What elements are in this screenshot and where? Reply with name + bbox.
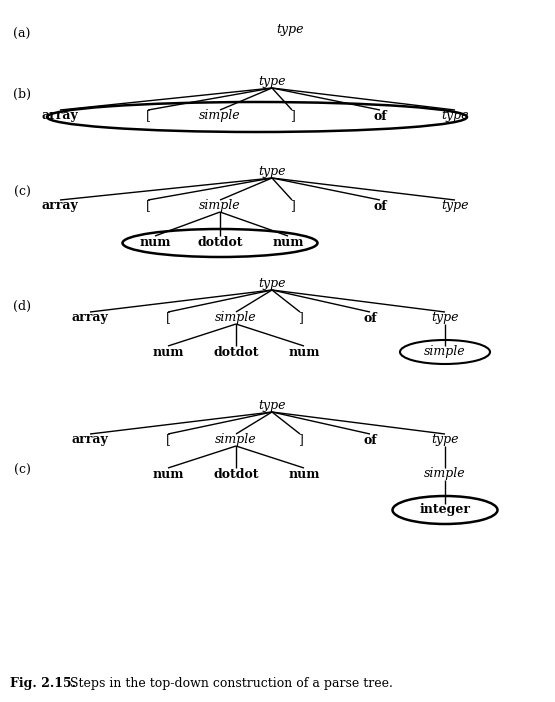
Text: (d): (d) bbox=[13, 300, 31, 312]
Text: simple: simple bbox=[215, 312, 257, 324]
Text: type: type bbox=[258, 277, 286, 291]
Text: type: type bbox=[258, 166, 286, 178]
Text: type: type bbox=[258, 76, 286, 88]
Text: of: of bbox=[363, 312, 377, 324]
Text: (a): (a) bbox=[13, 27, 31, 41]
Text: simple: simple bbox=[199, 110, 241, 123]
Text: ]: ] bbox=[290, 110, 295, 123]
Text: array: array bbox=[42, 110, 78, 123]
Text: Steps in the top-down construction of a parse tree.: Steps in the top-down construction of a … bbox=[62, 677, 393, 691]
Text: simple: simple bbox=[215, 434, 257, 446]
Text: of: of bbox=[373, 110, 387, 123]
Text: (c): (c) bbox=[13, 185, 31, 199]
Text: dotdot: dotdot bbox=[197, 235, 243, 249]
Text: num: num bbox=[152, 468, 184, 480]
Text: ]: ] bbox=[297, 434, 302, 446]
Text: [: [ bbox=[165, 434, 170, 446]
Text: array: array bbox=[72, 312, 108, 324]
Text: simple: simple bbox=[424, 468, 466, 480]
Text: (c): (c) bbox=[13, 463, 31, 477]
Text: type: type bbox=[431, 434, 459, 446]
Text: Fig. 2.15.: Fig. 2.15. bbox=[10, 677, 76, 691]
Text: [: [ bbox=[165, 312, 170, 324]
Text: [: [ bbox=[145, 199, 150, 213]
Text: simple: simple bbox=[199, 199, 241, 213]
Text: of: of bbox=[363, 434, 377, 446]
Text: num: num bbox=[288, 468, 320, 480]
Text: simple: simple bbox=[424, 345, 466, 359]
Text: [: [ bbox=[145, 110, 150, 123]
Text: type: type bbox=[441, 199, 469, 213]
Text: num: num bbox=[288, 345, 320, 359]
Text: num: num bbox=[152, 345, 184, 359]
Text: (b): (b) bbox=[13, 88, 31, 100]
Text: type: type bbox=[258, 399, 286, 413]
Text: num: num bbox=[273, 235, 304, 249]
Text: dotdot: dotdot bbox=[213, 468, 259, 480]
Text: type: type bbox=[431, 312, 459, 324]
Text: of: of bbox=[373, 199, 387, 213]
Text: type: type bbox=[441, 110, 469, 123]
Text: array: array bbox=[72, 434, 108, 446]
Text: type: type bbox=[276, 23, 304, 37]
Text: num: num bbox=[139, 235, 171, 249]
Text: dotdot: dotdot bbox=[213, 345, 259, 359]
Text: integer: integer bbox=[420, 503, 471, 517]
Text: array: array bbox=[42, 199, 78, 213]
Text: ]: ] bbox=[290, 199, 295, 213]
Text: ]: ] bbox=[297, 312, 302, 324]
